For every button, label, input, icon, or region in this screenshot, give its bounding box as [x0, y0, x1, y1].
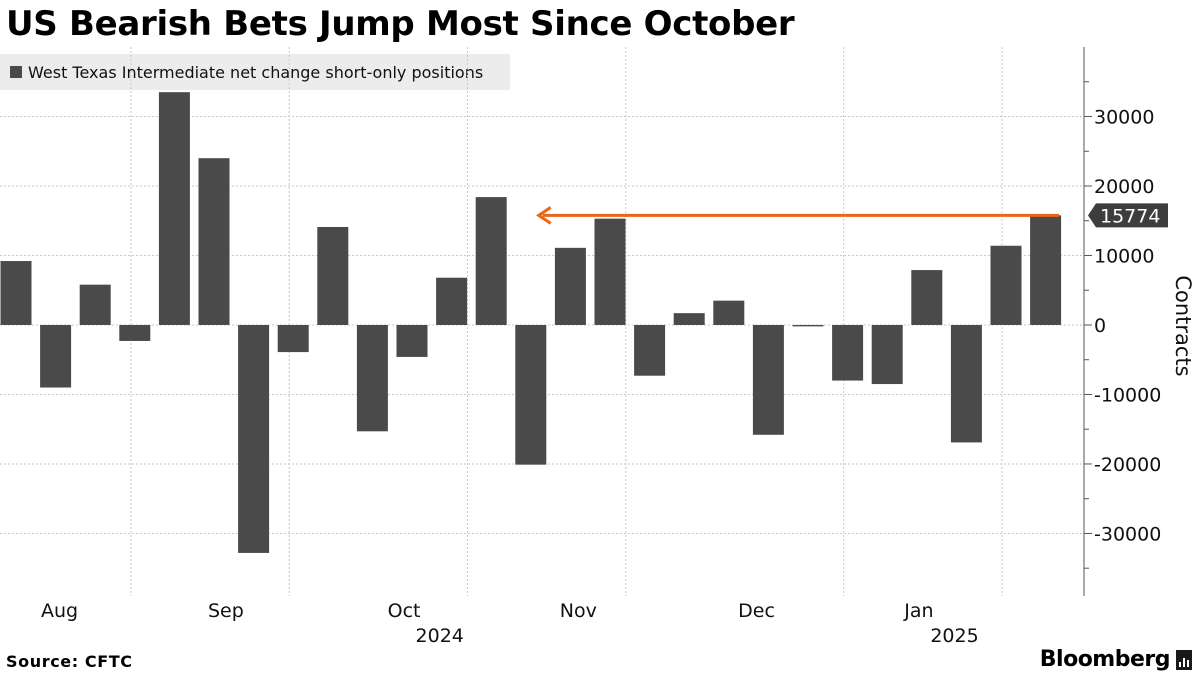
bar: [79, 284, 111, 325]
brand-text: Bloomberg: [1039, 647, 1171, 672]
bar: [40, 324, 72, 388]
bar: [752, 324, 784, 435]
legend: West Texas Intermediate net change short…: [0, 54, 510, 90]
bar: [871, 324, 903, 385]
y-tick-label: 20000: [1094, 176, 1154, 198]
bar: [1030, 215, 1062, 325]
chart-title: US Bearish Bets Jump Most Since October: [6, 4, 795, 44]
bar: [277, 324, 309, 353]
bar: [950, 324, 982, 443]
y-tick-label: -20000: [1094, 454, 1161, 476]
bar: [396, 324, 428, 357]
bar: [832, 324, 864, 381]
annotation-arrow: [536, 206, 1060, 225]
y-axis: 30000 20000 10000 0 -10000 -20000 -30000 Contra…: [1083, 47, 1195, 596]
legend-label: West Texas Intermediate net change short…: [28, 62, 484, 82]
x-axis: Aug Sep Oct Nov Dec Jan 2024 2025: [41, 600, 979, 647]
y-tick-label: -10000: [1094, 384, 1161, 406]
x-tick-label: Dec: [738, 600, 775, 622]
x-tick-label: Jan: [903, 600, 933, 622]
arrow-head: [536, 206, 552, 225]
y-tick-label: 10000: [1094, 245, 1154, 267]
bar: [673, 313, 705, 325]
last-value-label: 15774: [1100, 205, 1160, 227]
legend-swatch: [10, 66, 22, 78]
bar: [515, 324, 547, 465]
bar: [594, 218, 626, 325]
y-tick-label: 0: [1094, 315, 1106, 337]
bar: [911, 270, 943, 325]
last-value-badge: 15774: [1088, 203, 1168, 228]
bloomberg-mark-icon: [1176, 649, 1192, 670]
y-tick-label: -30000: [1094, 523, 1161, 545]
x-year-label: 2025: [930, 625, 978, 647]
bar: [634, 324, 666, 376]
source-note: Source: CFTC: [6, 652, 133, 671]
bar: [792, 324, 824, 327]
x-tick-label: Oct: [388, 600, 421, 622]
badge-shape: [1088, 203, 1168, 228]
y-axis-title: Contracts: [1171, 275, 1195, 376]
bar: [356, 324, 388, 432]
bar: [119, 324, 151, 341]
bar: [238, 324, 270, 553]
y-tick-label: 30000: [1094, 106, 1154, 128]
x-tick-label: Sep: [208, 600, 244, 622]
bloomberg-logo: Bloomberg: [1040, 647, 1192, 672]
bar: [198, 158, 230, 325]
bar: [475, 197, 507, 325]
bars: [0, 92, 1062, 553]
bar: [990, 245, 1022, 325]
bar: [158, 92, 190, 325]
x-tick-label: Nov: [560, 600, 597, 622]
bar: [436, 277, 468, 325]
x-year-label: 2024: [416, 625, 464, 647]
bar: [554, 247, 586, 325]
bar: [0, 261, 32, 325]
bar: [713, 300, 745, 325]
bar: [317, 226, 349, 325]
x-tick-label: Aug: [41, 600, 78, 622]
